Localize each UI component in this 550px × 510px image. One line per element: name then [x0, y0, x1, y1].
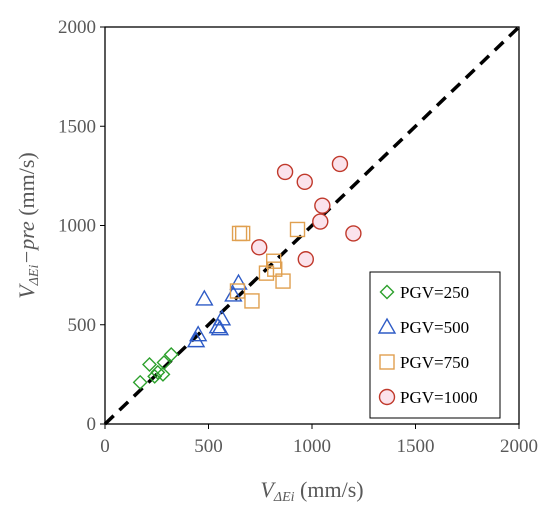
x-tick-label: 1000: [293, 436, 331, 457]
square-marker: [229, 283, 246, 299]
square-marker: [234, 225, 251, 242]
y-axis-title-main: V: [14, 283, 39, 299]
triangle-marker: [224, 285, 243, 302]
diamond-marker: [155, 366, 171, 382]
x-tick-label: 0: [100, 436, 110, 457]
legend: PGV=250 PGV=500 PGV=750 PGV=1000: [369, 271, 501, 419]
square-marker: [244, 293, 260, 309]
y-tick-label: 0: [87, 414, 97, 435]
diamond-marker: [142, 356, 157, 372]
legend-label: PGV=250: [400, 283, 469, 302]
triangle-marker: [212, 309, 232, 326]
triangle-marker: [186, 331, 206, 348]
triangle-marker: [229, 273, 248, 290]
y-tick-label: 2000: [58, 17, 96, 38]
circle-marker: [251, 239, 268, 256]
legend-label: PGV=1000: [400, 388, 478, 407]
x-axis-title-sub: ΔEi: [273, 490, 295, 505]
x-axis-title-unit: (mm/s): [295, 477, 364, 502]
square-marker: [275, 273, 291, 289]
y-tick-label: 500: [68, 315, 97, 336]
data-points: [132, 155, 362, 390]
y-tick-label: 1500: [58, 116, 96, 137]
square-marker: [267, 261, 283, 277]
triangle-marker: [195, 289, 214, 306]
legend-label: PGV=500: [400, 318, 469, 337]
legend-entry: PGV=1000: [378, 388, 478, 407]
x-axis-title: VΔEi (mm/s): [260, 477, 363, 505]
circle-marker: [312, 213, 329, 230]
y-axis-title-unit: (mm/s): [14, 152, 39, 221]
diamond-marker: [132, 374, 148, 390]
legend-circle-marker: [378, 388, 396, 406]
x-tick-label: 500: [194, 436, 223, 457]
y-axis-title-group: VΔEi−pre (mm/s): [14, 152, 42, 299]
diamond-marker: [163, 347, 179, 363]
triangle-marker: [210, 319, 230, 336]
series-PGV=250: [132, 347, 179, 390]
legend-entry: PGV=750: [379, 353, 469, 372]
square-marker: [289, 221, 306, 238]
circle-marker: [331, 155, 349, 173]
circle-marker: [314, 197, 331, 214]
series-PGV=1000: [251, 155, 362, 268]
legend-square-marker: [379, 354, 395, 370]
y-axis-title-sub: ΔEi: [27, 265, 42, 287]
square-marker: [266, 253, 282, 269]
y-axis-title: VΔEi−pre (mm/s): [14, 152, 42, 299]
circle-marker: [276, 163, 294, 181]
reference-line-y-equals-x: [103, 25, 521, 426]
circle-marker: [345, 225, 362, 242]
diamond-marker: [147, 368, 163, 384]
diamond-marker: [156, 354, 172, 370]
x-axis-title-main: V: [260, 477, 276, 502]
x-tick-label: 2000: [500, 436, 538, 457]
y-tick-label: 1000: [58, 216, 96, 237]
circle-marker: [297, 251, 314, 268]
diamond-marker: [150, 364, 166, 380]
legend-triangle-marker: [377, 317, 397, 334]
legend-label: PGV=750: [400, 353, 469, 372]
legend-diamond-marker: [379, 284, 395, 300]
y-axis-title-suffix: −pre: [14, 221, 39, 265]
square-marker: [231, 225, 248, 242]
triangle-marker: [208, 317, 228, 334]
axis-ticks: 0 500 1000 1500 2000 0 500 1000 1500 2000: [58, 17, 538, 457]
legend-entry: PGV=500: [377, 317, 469, 337]
x-tick-label: 1500: [397, 436, 435, 457]
legend-entry: PGV=250: [379, 283, 469, 302]
series-PGV=500: [186, 273, 248, 348]
series-PGV=750: [229, 221, 306, 309]
circle-marker: [296, 173, 313, 191]
triangle-marker: [188, 325, 208, 342]
